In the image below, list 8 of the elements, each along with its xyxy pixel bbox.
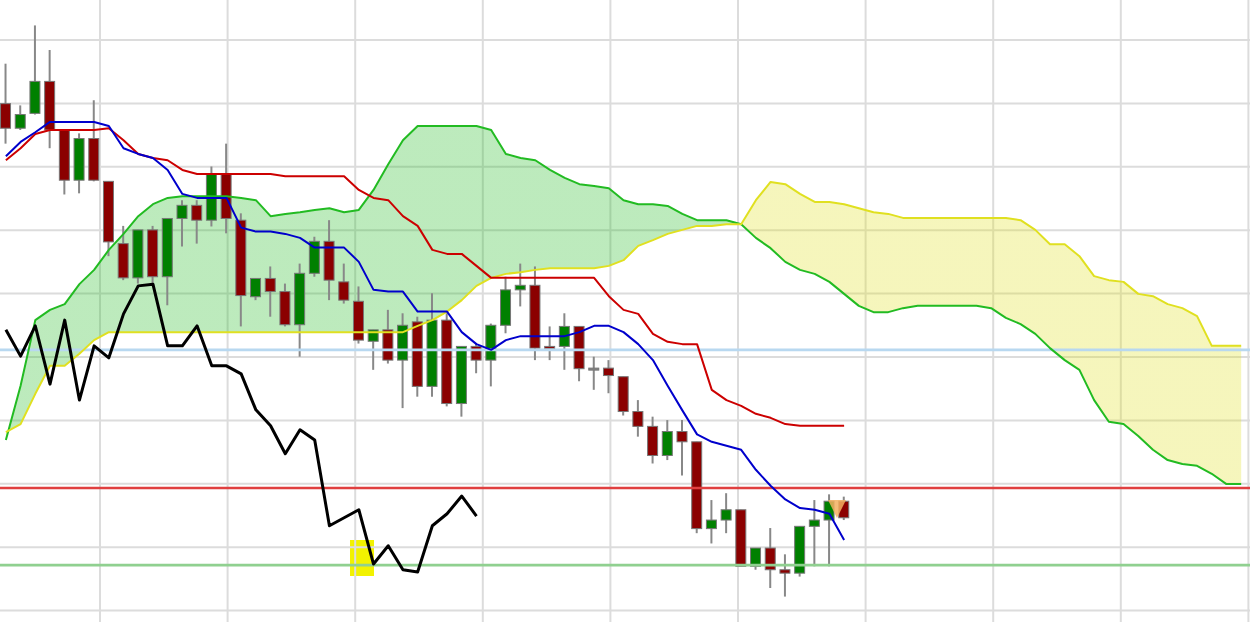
candlestick [14,104,26,131]
candlestick [338,262,350,305]
candlestick [500,275,512,335]
candlestick [352,285,364,345]
candlestick [0,62,12,145]
candlestick [250,277,262,302]
candlestick [602,359,614,395]
candlestick [750,547,762,571]
